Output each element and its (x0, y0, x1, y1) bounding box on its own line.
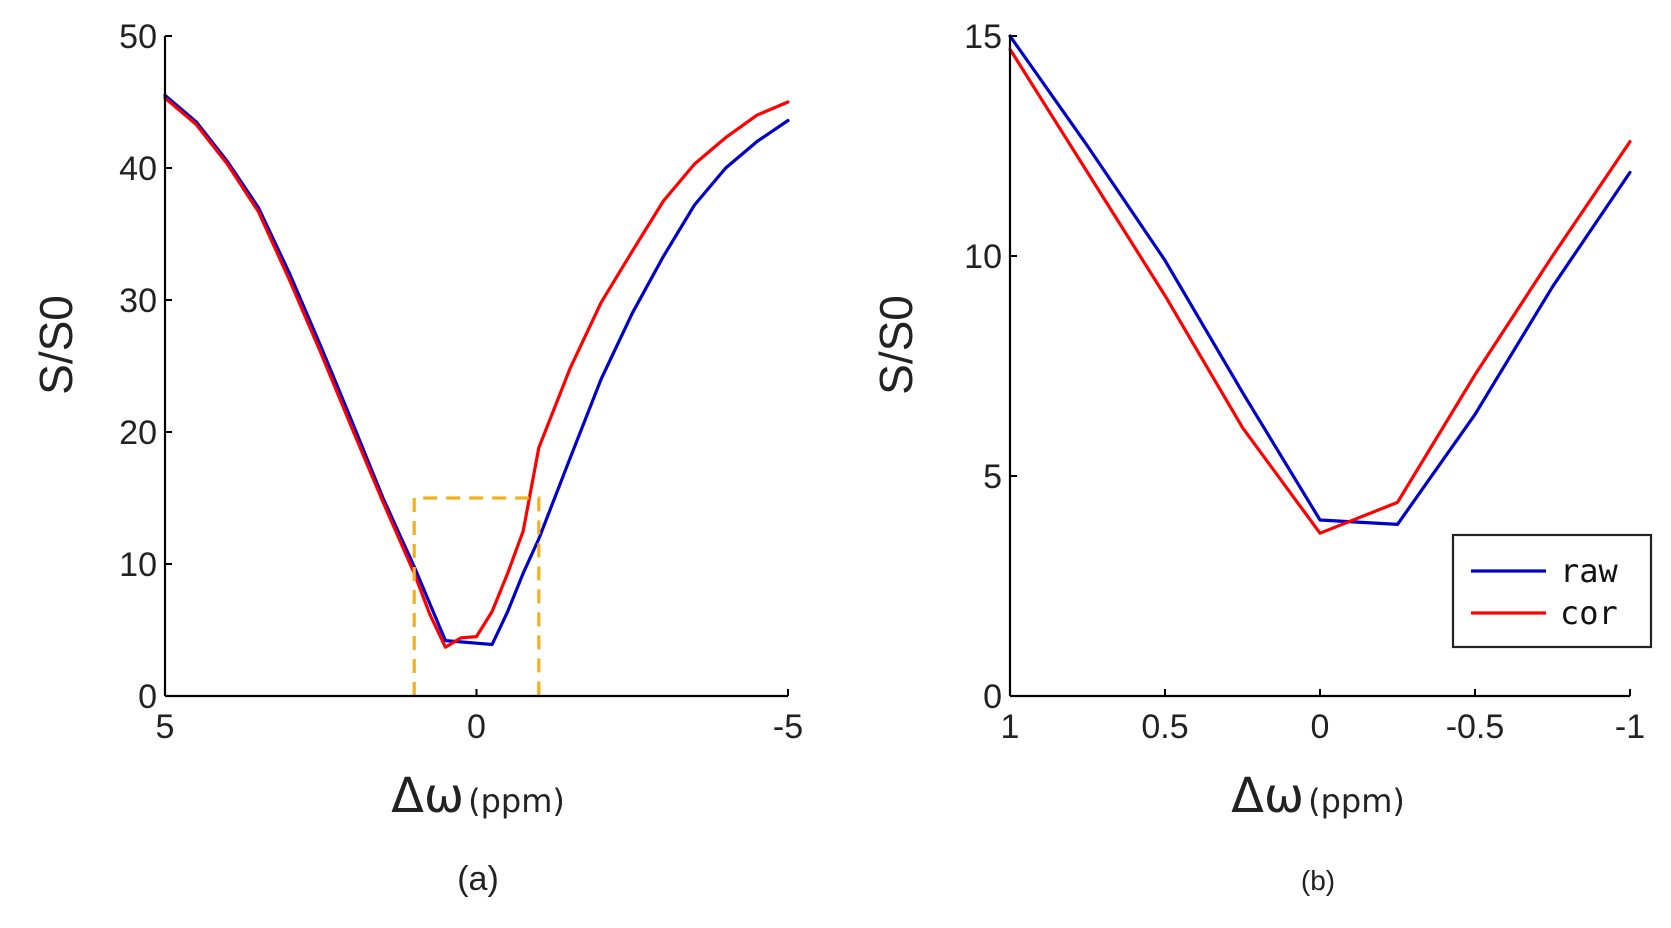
x-tick-label-b: 0.5 (1141, 708, 1188, 746)
caption-b: (b) (1301, 865, 1335, 896)
annotation-box-a (412, 496, 541, 696)
x-tick-label-a: 5 (156, 708, 175, 746)
tick-labels-b: 0 5 10 15 1 0.5 0 -0.5 -1 (964, 18, 1645, 746)
plot-area-b (1008, 34, 1632, 535)
axes-b (1008, 35, 1631, 698)
x-axis-unit-b: (ppm) (1308, 782, 1405, 820)
series-line-b-cor (1008, 47, 1632, 535)
legend-label-raw: raw (1560, 552, 1619, 590)
x-axis-symbol-b: Δω (1231, 768, 1304, 824)
x-axis-unit-a: (ppm) (468, 782, 565, 820)
y-tick-label-a: 40 (119, 150, 157, 188)
y-tick-label-a: 20 (119, 414, 157, 452)
axes-a (163, 35, 789, 698)
x-tick-label-b: 0 (1311, 708, 1330, 746)
series-line-b-raw (1008, 34, 1632, 527)
x-tick-label-b: -1 (1615, 708, 1645, 746)
y-tick-label-b: 5 (983, 458, 1002, 496)
legend: raw cor (1451, 533, 1653, 649)
x-axis-label-b: Δω (ppm) (1231, 768, 1405, 824)
y-tick-label-a: 0 (138, 678, 157, 716)
zoom-box-a (412, 496, 541, 696)
x-axis-symbol-a: Δω (391, 768, 464, 824)
y-tick-label-b: 10 (964, 238, 1002, 276)
y-tick-label-b: 15 (964, 18, 1002, 56)
y-tick-label-b: 0 (983, 678, 1002, 716)
series-line-a-0 (163, 93, 790, 647)
legend-box (1451, 533, 1653, 649)
x-tick-label-b: 1 (1001, 708, 1020, 746)
x-tick-label-a: -5 (773, 708, 803, 746)
x-axis-label-a: Δω (ppm) (391, 768, 565, 824)
y-axis-label-a: S/S0 (30, 295, 82, 395)
plot-area-a (163, 93, 790, 649)
series-line-a-1 (163, 96, 790, 649)
y-tick-label-a: 50 (119, 18, 157, 56)
x-tick-label-b: -0.5 (1446, 708, 1505, 746)
chart-panel-b: 0 5 10 15 1 0.5 0 -0.5 -1 S/S0 Δω (ppm) (b) raw c… (870, 18, 1653, 896)
caption-a: (a) (457, 860, 499, 898)
x-tick-label-a: 0 (467, 708, 486, 746)
legend-label-cor: cor (1560, 594, 1618, 632)
y-tick-label-a: 10 (119, 546, 157, 584)
y-axis-label-b: S/S0 (870, 295, 922, 395)
y-tick-label-a: 30 (119, 282, 157, 320)
